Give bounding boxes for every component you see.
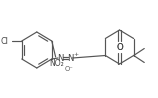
- Text: Cl: Cl: [0, 36, 8, 45]
- Text: O⁻: O⁻: [65, 66, 73, 72]
- Text: O: O: [116, 43, 123, 52]
- Text: O: O: [116, 43, 123, 52]
- Text: NO₂: NO₂: [49, 59, 64, 69]
- Text: +: +: [73, 52, 78, 57]
- Text: N: N: [57, 54, 64, 63]
- Text: N: N: [67, 54, 73, 63]
